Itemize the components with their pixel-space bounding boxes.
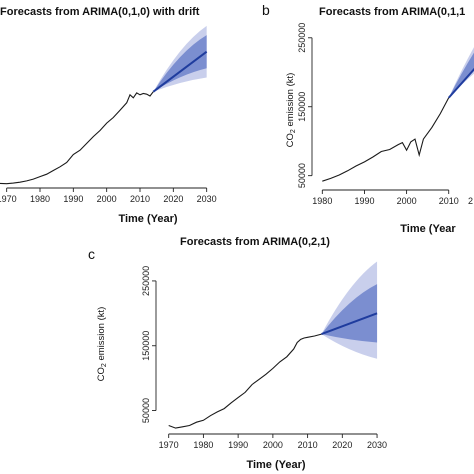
panel-c-y-tick-label: 150000 bbox=[141, 331, 151, 361]
panel-a-series-line bbox=[0, 91, 154, 185]
panel-b-y-tick-label: 250000 bbox=[297, 23, 307, 53]
panel-c-title: Forecasts from ARIMA(0,2,1) bbox=[180, 236, 330, 248]
panel-c-forecast-mean bbox=[321, 312, 378, 336]
panel-c-x-tick-label: 1990 bbox=[228, 440, 248, 450]
panel-b-band-80 bbox=[448, 52, 474, 98]
panel-a-x-tick-label: 2020 bbox=[163, 194, 183, 204]
panel-c-y-tick-label: 250000 bbox=[141, 266, 151, 296]
panel-a-x-axis-label: Time (Year) bbox=[118, 213, 177, 225]
panel-label-b: b bbox=[262, 2, 270, 18]
panel-a-x-tick-label: 1980 bbox=[30, 194, 50, 204]
panel-c-y-tick-label: 50000 bbox=[141, 398, 151, 423]
panel-b-x-axis-label: Time (Year bbox=[400, 223, 456, 235]
panel-a: 1970 1980 1990 2000 2010 2020 2030 bbox=[0, 25, 217, 204]
panel-a-x-tick-label: 1970 bbox=[0, 194, 17, 204]
panel-a-title: Forecasts from ARIMA(0,1,0) with drift bbox=[0, 6, 200, 18]
panel-b-band-95 bbox=[448, 47, 474, 98]
panel-c-x-tick-label: 2000 bbox=[263, 440, 283, 450]
panel-b-x-tick-label: 2000 bbox=[397, 196, 417, 206]
panel-c-x-tick-label: 2010 bbox=[298, 440, 318, 450]
panel-b-plot-area bbox=[322, 47, 474, 182]
panel-label-c: c bbox=[88, 246, 95, 262]
panel-b-y-tick-label: 50000 bbox=[297, 163, 307, 188]
panel-b-title: Forecasts from ARIMA(0,1,1 bbox=[319, 6, 465, 18]
panel-c-series-line bbox=[168, 333, 322, 429]
panel-c-x-axis-label: Time (Year) bbox=[246, 459, 305, 471]
panel-a-forecast-mean bbox=[152, 50, 208, 93]
panel-b-x-tick-label: 1980 bbox=[312, 196, 332, 206]
panel-a-plot-area bbox=[0, 25, 208, 185]
panel-b-x-tick-label: 2010 bbox=[439, 196, 459, 206]
panel-b-series-line bbox=[322, 97, 450, 182]
panel-a-x-tick-label: 2010 bbox=[130, 194, 150, 204]
panel-b-x-tick-label: 2 bbox=[468, 196, 473, 206]
panel-c: 1970 1980 1990 2000 2010 2020 2030 50000 150000 2… bbox=[141, 261, 387, 450]
panel-c-x-tick-label: 1970 bbox=[159, 440, 179, 450]
panel-a-x-tick-label: 2030 bbox=[197, 194, 217, 204]
panel-c-plot-area bbox=[168, 261, 378, 429]
panel-c-x-tick-label: 2020 bbox=[332, 440, 352, 450]
panel-b-forecast-mean bbox=[447, 67, 474, 99]
panel-b-y-axis-label: CO2 emission (kt) bbox=[285, 73, 297, 148]
panel-b-y-tick-label: 150000 bbox=[297, 92, 307, 122]
panel-a-x-tick-label: 1990 bbox=[63, 194, 83, 204]
panel-c-y-axis-label: CO2 emission (kt) bbox=[96, 307, 108, 382]
panel-c-x-tick-label: 2030 bbox=[367, 440, 387, 450]
panel-a-x-tick-label: 2000 bbox=[97, 194, 117, 204]
panel-a-band-80 bbox=[153, 35, 207, 92]
panel-b-x-tick-label: 1990 bbox=[354, 196, 374, 206]
panel-c-x-tick-label: 1980 bbox=[193, 440, 213, 450]
